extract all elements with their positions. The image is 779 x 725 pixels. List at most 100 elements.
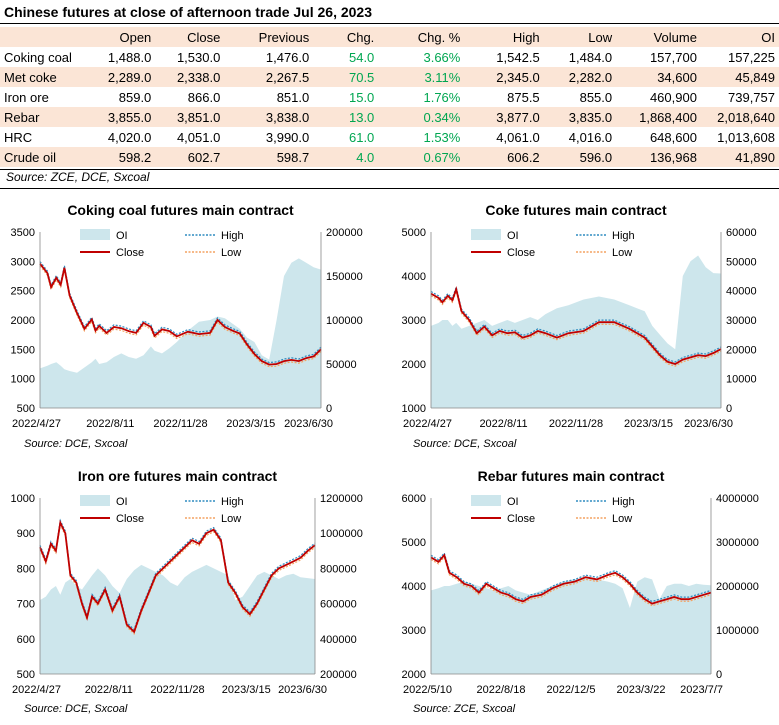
chart-title: Coke futures main contract [485,202,667,218]
table-cell: 157,225 [728,49,775,65]
legend-close-label: Close [116,247,144,259]
table-cell: 1,542.5 [496,49,540,65]
column-header: Chg. [346,29,375,45]
y-left-tick-label: 2000 [402,669,426,681]
table-row: Met coke 2,289.0 2,338.0 2,267.5 70.5 3.11% 2,… [0,67,779,87]
y-right-tick-label: 60000 [726,227,757,239]
legend-low-label: Low [612,247,632,259]
y-left-tick-label: 4000 [402,271,426,283]
table-cell: 855.0 [579,89,613,105]
iron-ore-chart: Iron ore futures main contract 500 600 700 8… [11,468,363,696]
x-tick-label: 2023/7/7 [680,684,723,696]
table-row: Rebar 3,855.0 3,851.0 3,838.0 13.0 0.34% 3,877… [0,107,779,127]
y-left-tick-label: 1500 [11,344,35,356]
y-right-tick-label: 10000 [726,374,757,386]
table-cell: 0.67% [423,149,461,165]
chart-source: Source: DCE, Sxcoal [24,703,128,715]
legend-high-label: High [221,230,244,242]
y-right-tick-label: 200000 [320,669,357,681]
legend-oi-label: OI [507,496,519,508]
table-cell: 4.0 [356,149,375,165]
commodity-name: Met coke [4,69,57,85]
x-tick-label: 2022/8/11 [479,418,527,430]
commodity-name: Rebar [4,109,40,125]
table-cell: 739,757 [728,89,775,105]
y-right-tick-label: 3000000 [716,537,759,549]
x-tick-label: 2022/12/5 [547,684,596,696]
y-right-tick-label: 150000 [326,271,363,283]
table-cell: 460,900 [649,89,697,105]
y-left-tick-label: 900 [17,528,35,540]
y-left-tick-label: 5000 [402,537,426,549]
column-header: Low [588,29,613,45]
table-cell: 2,282.0 [568,69,613,85]
legend-high-label: High [221,496,244,508]
coking-coal-chart: Coking coal futures main contract 500 1000… [11,202,363,430]
column-header: Open [119,29,152,45]
legend-oi-label: OI [507,230,519,242]
x-tick-label: 2022/11/28 [150,684,204,696]
table-header-row: Open Close Previous Chg. Chg. % High Low Volume… [0,27,779,47]
x-tick-label: 2022/4/27 [12,418,61,430]
table-cell: 0.34% [423,109,461,125]
y-right-tick-label: 40000 [726,286,757,298]
legend-low-label: Low [221,247,241,259]
table-cell: 61.0 [348,129,375,145]
table-cell: 3,990.0 [265,129,310,145]
x-tick-label: 2023/3/22 [617,684,666,696]
table-cell: 157,700 [649,49,697,65]
legend-oi-swatch [80,495,110,506]
legend-low-label: Low [221,513,241,525]
y-right-tick-label: 0 [326,403,332,415]
legend-high-label: High [612,230,635,242]
quotes-table: Open Close Previous Chg. Chg. % High Low Volume… [0,27,779,167]
table-cell: 2,267.5 [265,69,310,85]
table-cell: 34,600 [657,69,697,85]
commodity-name: Crude oil [4,149,57,165]
y-right-tick-label: 20000 [726,344,757,356]
x-tick-label: 2023/6/30 [684,418,733,430]
table-cell: 54.0 [348,49,375,65]
high-line-series [430,551,712,603]
table-cell: 598.7 [276,149,310,165]
table-cell: 3,838.0 [265,109,310,125]
commodity-name: Coking coal [4,49,72,65]
legend-oi-swatch [471,229,501,240]
chart-source: Source: DCE, Sxcoal [413,438,517,450]
y-right-tick-label: 2000000 [716,581,759,593]
legend-oi-label: OI [116,496,128,508]
x-tick-label: 2022/8/11 [85,684,133,696]
low-line-series [39,522,316,635]
table-cell: 4,061.0 [496,129,540,145]
table-cell: 596.0 [579,149,613,165]
column-header: OI [761,29,775,45]
y-right-tick-label: 400000 [320,634,357,646]
table-cell: 4,020.0 [107,129,152,145]
y-right-tick-label: 0 [716,669,722,681]
legend-oi-swatch [471,495,501,506]
low-line-series [430,556,712,607]
y-left-tick-label: 1000 [11,374,35,386]
table-cell: 851.0 [276,89,310,105]
y-right-tick-label: 50000 [726,256,757,268]
column-header: High [512,29,540,45]
y-left-tick-label: 3000 [402,315,426,327]
y-right-tick-label: 200000 [326,227,363,239]
x-tick-label: 2022/11/28 [153,418,207,430]
table-cell: 648,600 [649,129,697,145]
table-row: Iron ore 859.0 866.0 851.0 15.0 1.76% 875.5 855… [0,87,779,107]
high-line-series [39,518,316,631]
table-title: Chinese futures at close of afternoon tr… [0,0,779,24]
y-left-tick-label: 2500 [11,286,35,298]
y-left-tick-label: 1000 [11,493,35,505]
x-tick-label: 2022/4/27 [12,684,61,696]
y-left-tick-label: 2000 [402,359,426,371]
y-right-tick-label: 800000 [320,563,357,575]
oi-area-series [40,564,315,674]
legend-high-label: High [612,496,635,508]
x-tick-label: 2022/8/18 [477,684,526,696]
table-cell: 3,877.0 [496,109,540,125]
y-left-tick-label: 800 [17,563,35,575]
table-cell: 2,018,640 [717,109,775,125]
close-line-series [430,553,712,605]
